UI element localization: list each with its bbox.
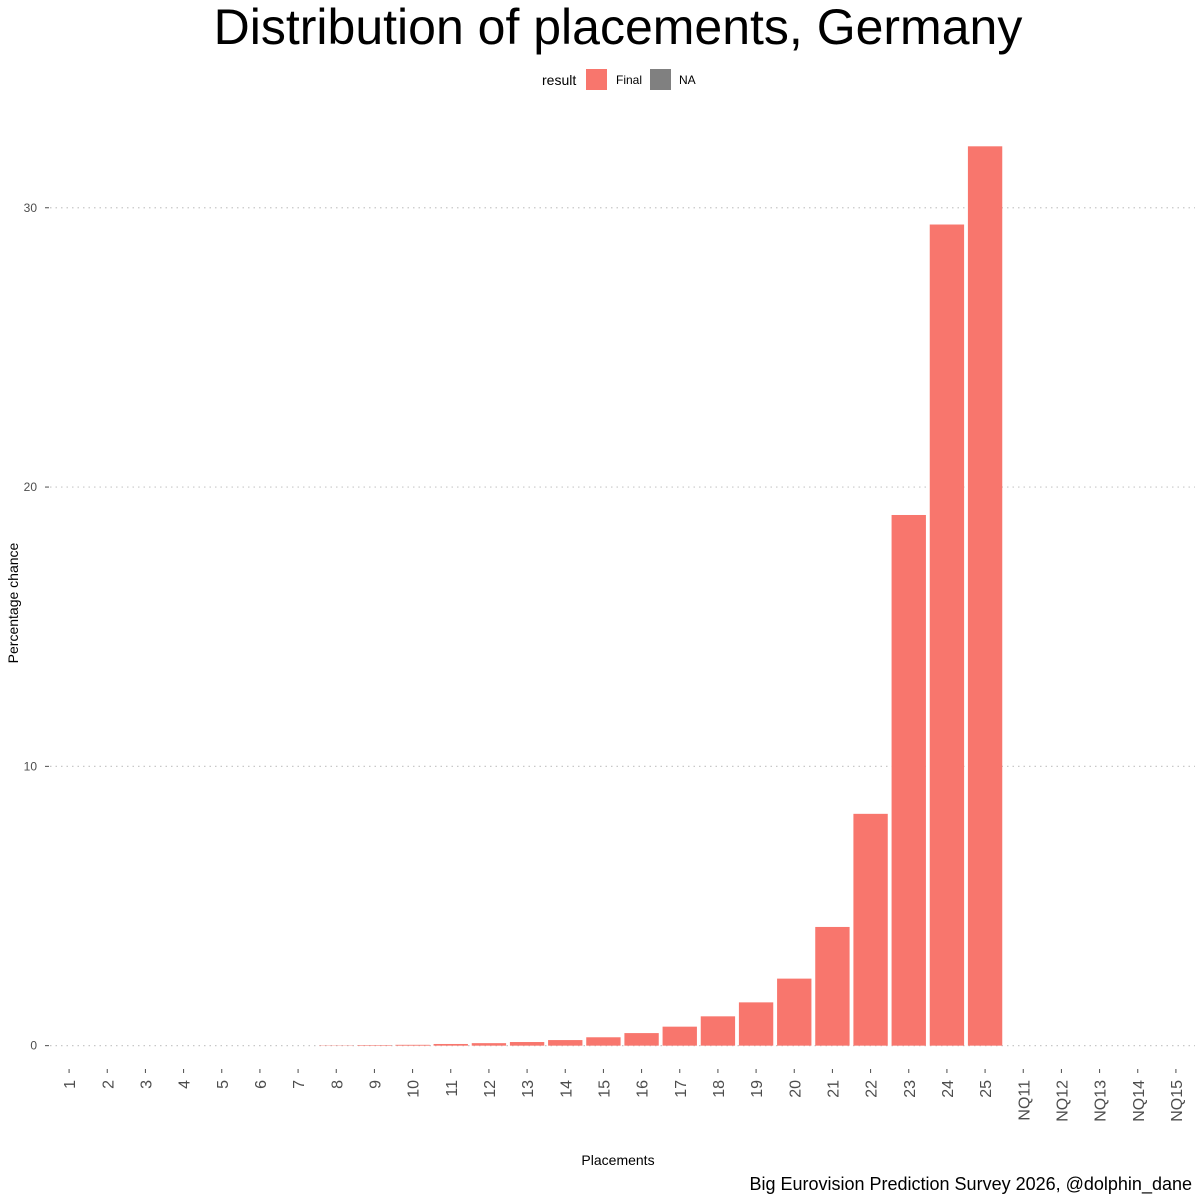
x-tick-label: 17 bbox=[673, 1080, 690, 1098]
x-tick-label: 24 bbox=[940, 1080, 957, 1098]
x-tick-label: 22 bbox=[864, 1080, 881, 1098]
x-tick-label: 4 bbox=[177, 1080, 194, 1089]
x-tick-label: NQ11 bbox=[1016, 1080, 1033, 1121]
bar-11 bbox=[433, 1043, 468, 1046]
legend: result Final NA bbox=[542, 69, 696, 90]
bars-layer bbox=[319, 146, 1003, 1046]
x-tick-label: 16 bbox=[635, 1080, 652, 1098]
x-tick-label: 14 bbox=[558, 1080, 575, 1098]
x-tick-label: 5 bbox=[215, 1080, 232, 1089]
x-tick-label: 21 bbox=[825, 1080, 842, 1098]
bar-10 bbox=[395, 1044, 430, 1046]
bar-16 bbox=[624, 1033, 659, 1046]
bar-9 bbox=[357, 1045, 392, 1046]
x-axis: 1 2 3 4 5 6 7 8 9 10 11 12 13 14 15 16 17 18 19 20 21 22 23 24 2… bbox=[62, 1069, 1186, 1122]
bar-23 bbox=[891, 514, 926, 1046]
chart-title: Distribution of placements, Germany bbox=[214, 0, 1023, 55]
x-axis-title: Placements bbox=[581, 1152, 654, 1168]
bar-19 bbox=[738, 1002, 774, 1046]
x-tick-label: NQ12 bbox=[1054, 1080, 1071, 1122]
legend-label-final: Final bbox=[616, 73, 642, 87]
legend-title: result bbox=[542, 72, 576, 88]
bar-12 bbox=[471, 1043, 507, 1046]
y-axis-title: Percentage chance bbox=[5, 542, 21, 663]
x-tick-label: 2 bbox=[100, 1080, 117, 1089]
x-tick-label: 12 bbox=[482, 1080, 499, 1098]
bar-17 bbox=[662, 1026, 697, 1046]
y-tick-label: 0 bbox=[30, 1039, 37, 1053]
x-tick-label: 20 bbox=[787, 1080, 804, 1098]
x-tick-label: 8 bbox=[329, 1080, 346, 1089]
y-tick-label: 30 bbox=[24, 201, 38, 215]
y-tick-label: 10 bbox=[24, 759, 38, 773]
legend-swatch-final bbox=[586, 69, 607, 90]
y-tick-label: 20 bbox=[24, 480, 38, 494]
bar-18 bbox=[700, 1016, 736, 1046]
x-tick-label: 9 bbox=[367, 1080, 384, 1089]
bar-21 bbox=[815, 926, 850, 1046]
y-axis: 0 10 20 30 bbox=[24, 201, 49, 1053]
x-tick-label: 10 bbox=[406, 1080, 423, 1098]
x-tick-label: NQ15 bbox=[1169, 1080, 1186, 1122]
x-tick-label: 1 bbox=[62, 1080, 79, 1089]
bar-24 bbox=[929, 224, 965, 1046]
bar-25 bbox=[967, 146, 1003, 1046]
x-tick-label: NQ13 bbox=[1093, 1080, 1110, 1122]
x-tick-label: 13 bbox=[520, 1080, 537, 1098]
caption: Big Eurovision Prediction Survey 2026, @… bbox=[749, 1174, 1192, 1195]
x-tick-label: 11 bbox=[444, 1080, 461, 1097]
bar-20 bbox=[777, 978, 812, 1046]
x-tick-label: 25 bbox=[978, 1080, 995, 1098]
x-tick-label: NQ14 bbox=[1131, 1080, 1148, 1122]
bar-15 bbox=[586, 1037, 621, 1046]
legend-swatch-na bbox=[650, 69, 671, 90]
bar-22 bbox=[853, 813, 888, 1046]
x-tick-label: 15 bbox=[596, 1080, 613, 1098]
x-tick-label: 18 bbox=[711, 1080, 728, 1098]
x-tick-label: 3 bbox=[138, 1080, 155, 1089]
bar-13 bbox=[509, 1042, 545, 1046]
x-tick-label: 19 bbox=[749, 1080, 766, 1098]
legend-label-na: NA bbox=[679, 73, 696, 87]
grid-layer bbox=[50, 207, 1195, 1047]
bar-14 bbox=[548, 1040, 583, 1046]
x-tick-label: 7 bbox=[291, 1080, 308, 1089]
x-tick-label: 23 bbox=[902, 1080, 919, 1098]
x-tick-label: 6 bbox=[253, 1080, 270, 1089]
